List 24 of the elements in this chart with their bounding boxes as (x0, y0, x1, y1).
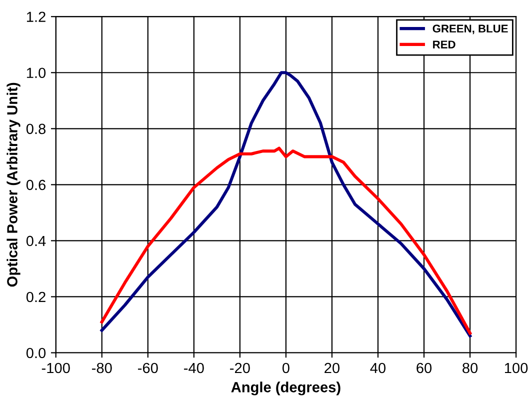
legend-label: RED (433, 40, 456, 48)
x-axis-title: Angle (degrees) (231, 382, 340, 396)
x-tick-label: 20 (324, 362, 340, 374)
x-tick-label: 0 (282, 362, 290, 374)
line-series (100, 71, 472, 338)
x-tick-label: -100 (42, 362, 70, 374)
x-tick-label: -40 (184, 362, 204, 374)
x-tick-label: -20 (230, 362, 250, 374)
x-tick-label: -80 (92, 362, 112, 374)
y-tick-label: 0.0 (26, 348, 46, 358)
x-tick-label: 40 (370, 362, 386, 374)
x-tick-label: 100 (504, 362, 528, 374)
y-tick-label: 0.8 (26, 124, 46, 134)
line-series (100, 146, 472, 335)
x-tick-label: 60 (416, 362, 432, 374)
y-tick-label: 1.0 (26, 68, 46, 78)
y-tick-label: 1.2 (26, 12, 46, 22)
x-tick-label: -60 (138, 362, 158, 374)
y-axis-title: Optical Power (Arbitrary Unit) (6, 82, 20, 287)
y-tick-label: 0.2 (26, 292, 46, 302)
x-tick-label: 80 (462, 362, 478, 374)
y-tick-label: 0.6 (26, 180, 46, 190)
y-tick-label: 0.4 (26, 236, 46, 246)
legend-label: GREEN, BLUE (432, 24, 508, 34)
